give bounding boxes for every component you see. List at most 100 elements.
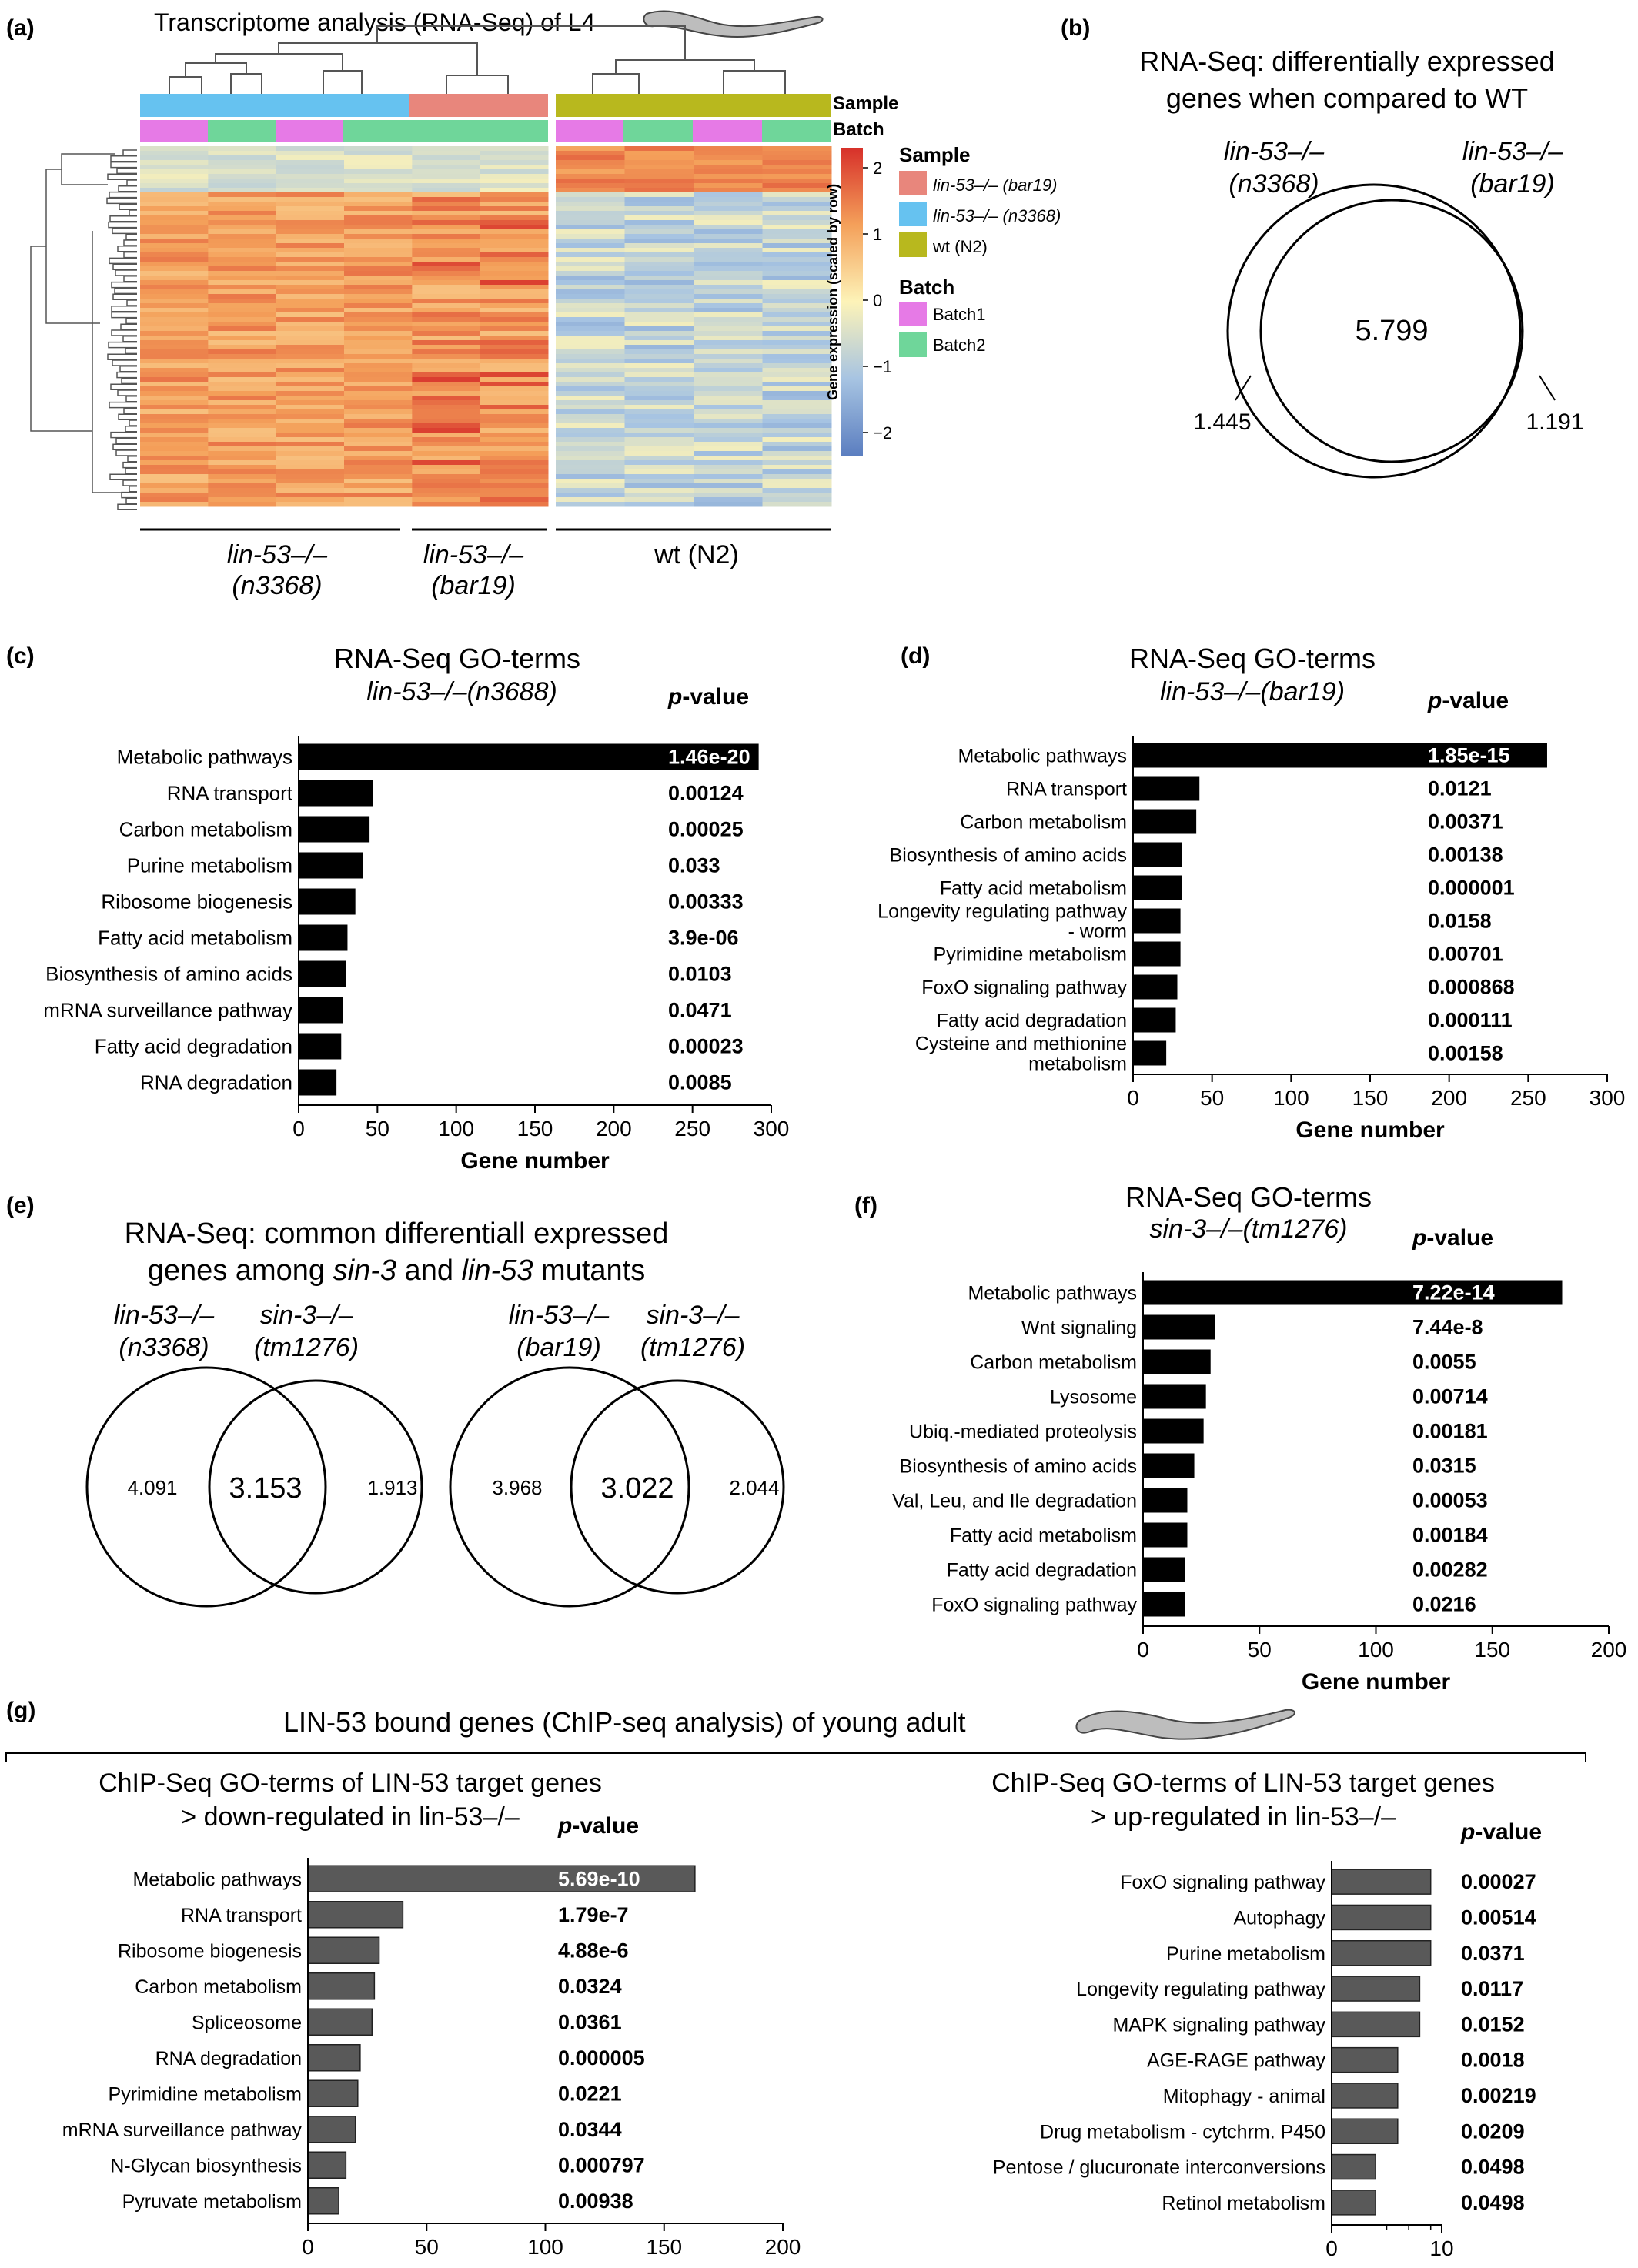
heatmap-cell <box>276 188 345 193</box>
heatmap-cell <box>208 331 277 336</box>
heatmap-cell <box>412 409 481 415</box>
x-tick-label: 0 <box>292 1117 305 1141</box>
dendrogram-branch <box>122 336 137 342</box>
colorbar-tick-label: −2 <box>873 423 892 443</box>
heatmap-cell <box>412 252 481 258</box>
heatmap-cell <box>276 225 345 230</box>
heatmap-cell <box>140 155 209 161</box>
heatmap-cell <box>276 234 345 239</box>
x-tick-label: 100 <box>1358 1638 1394 1662</box>
heatmap-cell <box>556 303 625 309</box>
heatmap-cell <box>556 502 625 507</box>
bar <box>1331 1904 1432 1931</box>
venn-e2-a-label-1: lin-53–/– <box>509 1301 610 1330</box>
heatmap-cell <box>412 188 481 193</box>
heatmap-cell <box>208 359 277 364</box>
heatmap-cell <box>140 252 209 258</box>
chart-c-subtitle: lin-53–/–(n3688) <box>366 677 557 706</box>
heatmap-cell <box>344 349 413 355</box>
heatmap-cell <box>762 493 832 498</box>
bar <box>299 888 356 915</box>
heatmap-cell <box>694 294 763 299</box>
category-label: Val, Leu, and Ile degradation <box>892 1491 1137 1512</box>
heatmap-cell <box>412 155 481 161</box>
heatmap-cell <box>140 414 209 419</box>
heatmap-cell <box>556 493 625 498</box>
track-batch-batch1 <box>556 120 623 142</box>
dendrogram-branch <box>119 203 137 210</box>
heatmap-cell <box>208 363 277 369</box>
heatmap-cell <box>208 368 277 373</box>
legend-item-wt: wt (N2) <box>932 237 988 256</box>
heatmap-cell <box>208 502 277 507</box>
heatmap-cell <box>556 299 625 304</box>
chart-gr-title: ChIP-Seq GO-terms of LIN-53 target genes <box>991 1769 1495 1798</box>
heatmap-cell <box>344 493 413 498</box>
heatmap-cell <box>556 497 625 503</box>
heatmap-cell <box>276 451 345 456</box>
heatmap-cell <box>344 451 413 456</box>
heatmap-cell <box>556 349 625 355</box>
heatmap-cell <box>344 322 413 327</box>
heatmap-cell <box>762 465 832 470</box>
heatmap-cell <box>480 372 549 378</box>
heatmap-cell <box>344 446 413 452</box>
category-label: Fatty acid degradation <box>947 1560 1137 1582</box>
category-label: Pyrimidine metabolism <box>109 2083 302 2105</box>
dendrogram-branch <box>110 161 137 169</box>
heatmap-cell <box>694 423 763 429</box>
heatmap-cell <box>344 345 413 350</box>
heatmap-cell <box>412 257 481 262</box>
legend-swatch-n3368 <box>899 202 927 226</box>
dendrogram-branch <box>109 257 137 265</box>
dendrogram-branch <box>129 486 137 493</box>
x-axis-label: Gene number <box>460 1148 610 1174</box>
heatmap-cell <box>140 266 209 272</box>
dendrogram-branch <box>115 269 137 276</box>
heatmap-cell <box>762 303 832 309</box>
pvalue-label: 0.00938 <box>558 2190 633 2213</box>
pvalue-label: 1.79e-7 <box>558 1903 629 1926</box>
heatmap-cell <box>140 493 209 498</box>
panel-a: (a) Transcriptome analysis (RNA-Seq) of … <box>6 8 1061 600</box>
bar <box>1331 1940 1432 1966</box>
heatmap-cell <box>412 197 481 202</box>
heatmap-cell <box>344 400 413 406</box>
category-label: Cysteine and methionine <box>915 1034 1127 1055</box>
heatmap-cell <box>624 396 694 401</box>
heatmap-cell <box>624 188 694 193</box>
heatmap-cell <box>344 502 413 507</box>
dendrogram-branch <box>117 503 137 510</box>
heatmap-cell <box>412 386 481 392</box>
heatmap-cell <box>480 146 549 152</box>
heatmap-cell <box>624 155 694 161</box>
dendrogram-branch <box>121 377 137 385</box>
x-tick-label: 50 <box>415 2235 439 2259</box>
heatmap-cell <box>412 294 481 299</box>
dendrogram-branch <box>116 167 137 175</box>
track-sample-label: Sample <box>833 93 898 114</box>
heatmap-cell <box>624 331 694 336</box>
pvalue-label: 0.0344 <box>558 2118 622 2141</box>
dendrogram-branch <box>111 329 137 336</box>
category-label: RNA degradation <box>140 1071 292 1094</box>
venn-e1-both: 3.153 <box>229 1472 302 1505</box>
pvalue-header: p-value <box>557 1813 639 1839</box>
heatmap-cell <box>480 317 549 322</box>
heatmap-cell <box>480 349 549 355</box>
heatmap-cell <box>208 483 277 489</box>
heatmap-cell <box>276 368 345 373</box>
panel-g-bracket <box>5 1752 1586 1762</box>
heatmap-cell <box>412 400 481 406</box>
heatmap-cell <box>694 257 763 262</box>
category-label: FoxO signaling pathway <box>931 1595 1137 1616</box>
x-tick-label: 200 <box>596 1117 632 1141</box>
heatmap-cell <box>762 469 832 475</box>
venn-e1-b-label-1: sin-3–/– <box>260 1301 354 1330</box>
heatmap-cell <box>412 363 481 369</box>
x-tick-label: 10 <box>1429 2236 1453 2260</box>
category-label: Biosynthesis of amino acids <box>890 845 1127 867</box>
heatmap-cell <box>762 419 832 424</box>
heatmap-cell <box>624 409 694 415</box>
heatmap-cell <box>276 202 345 207</box>
